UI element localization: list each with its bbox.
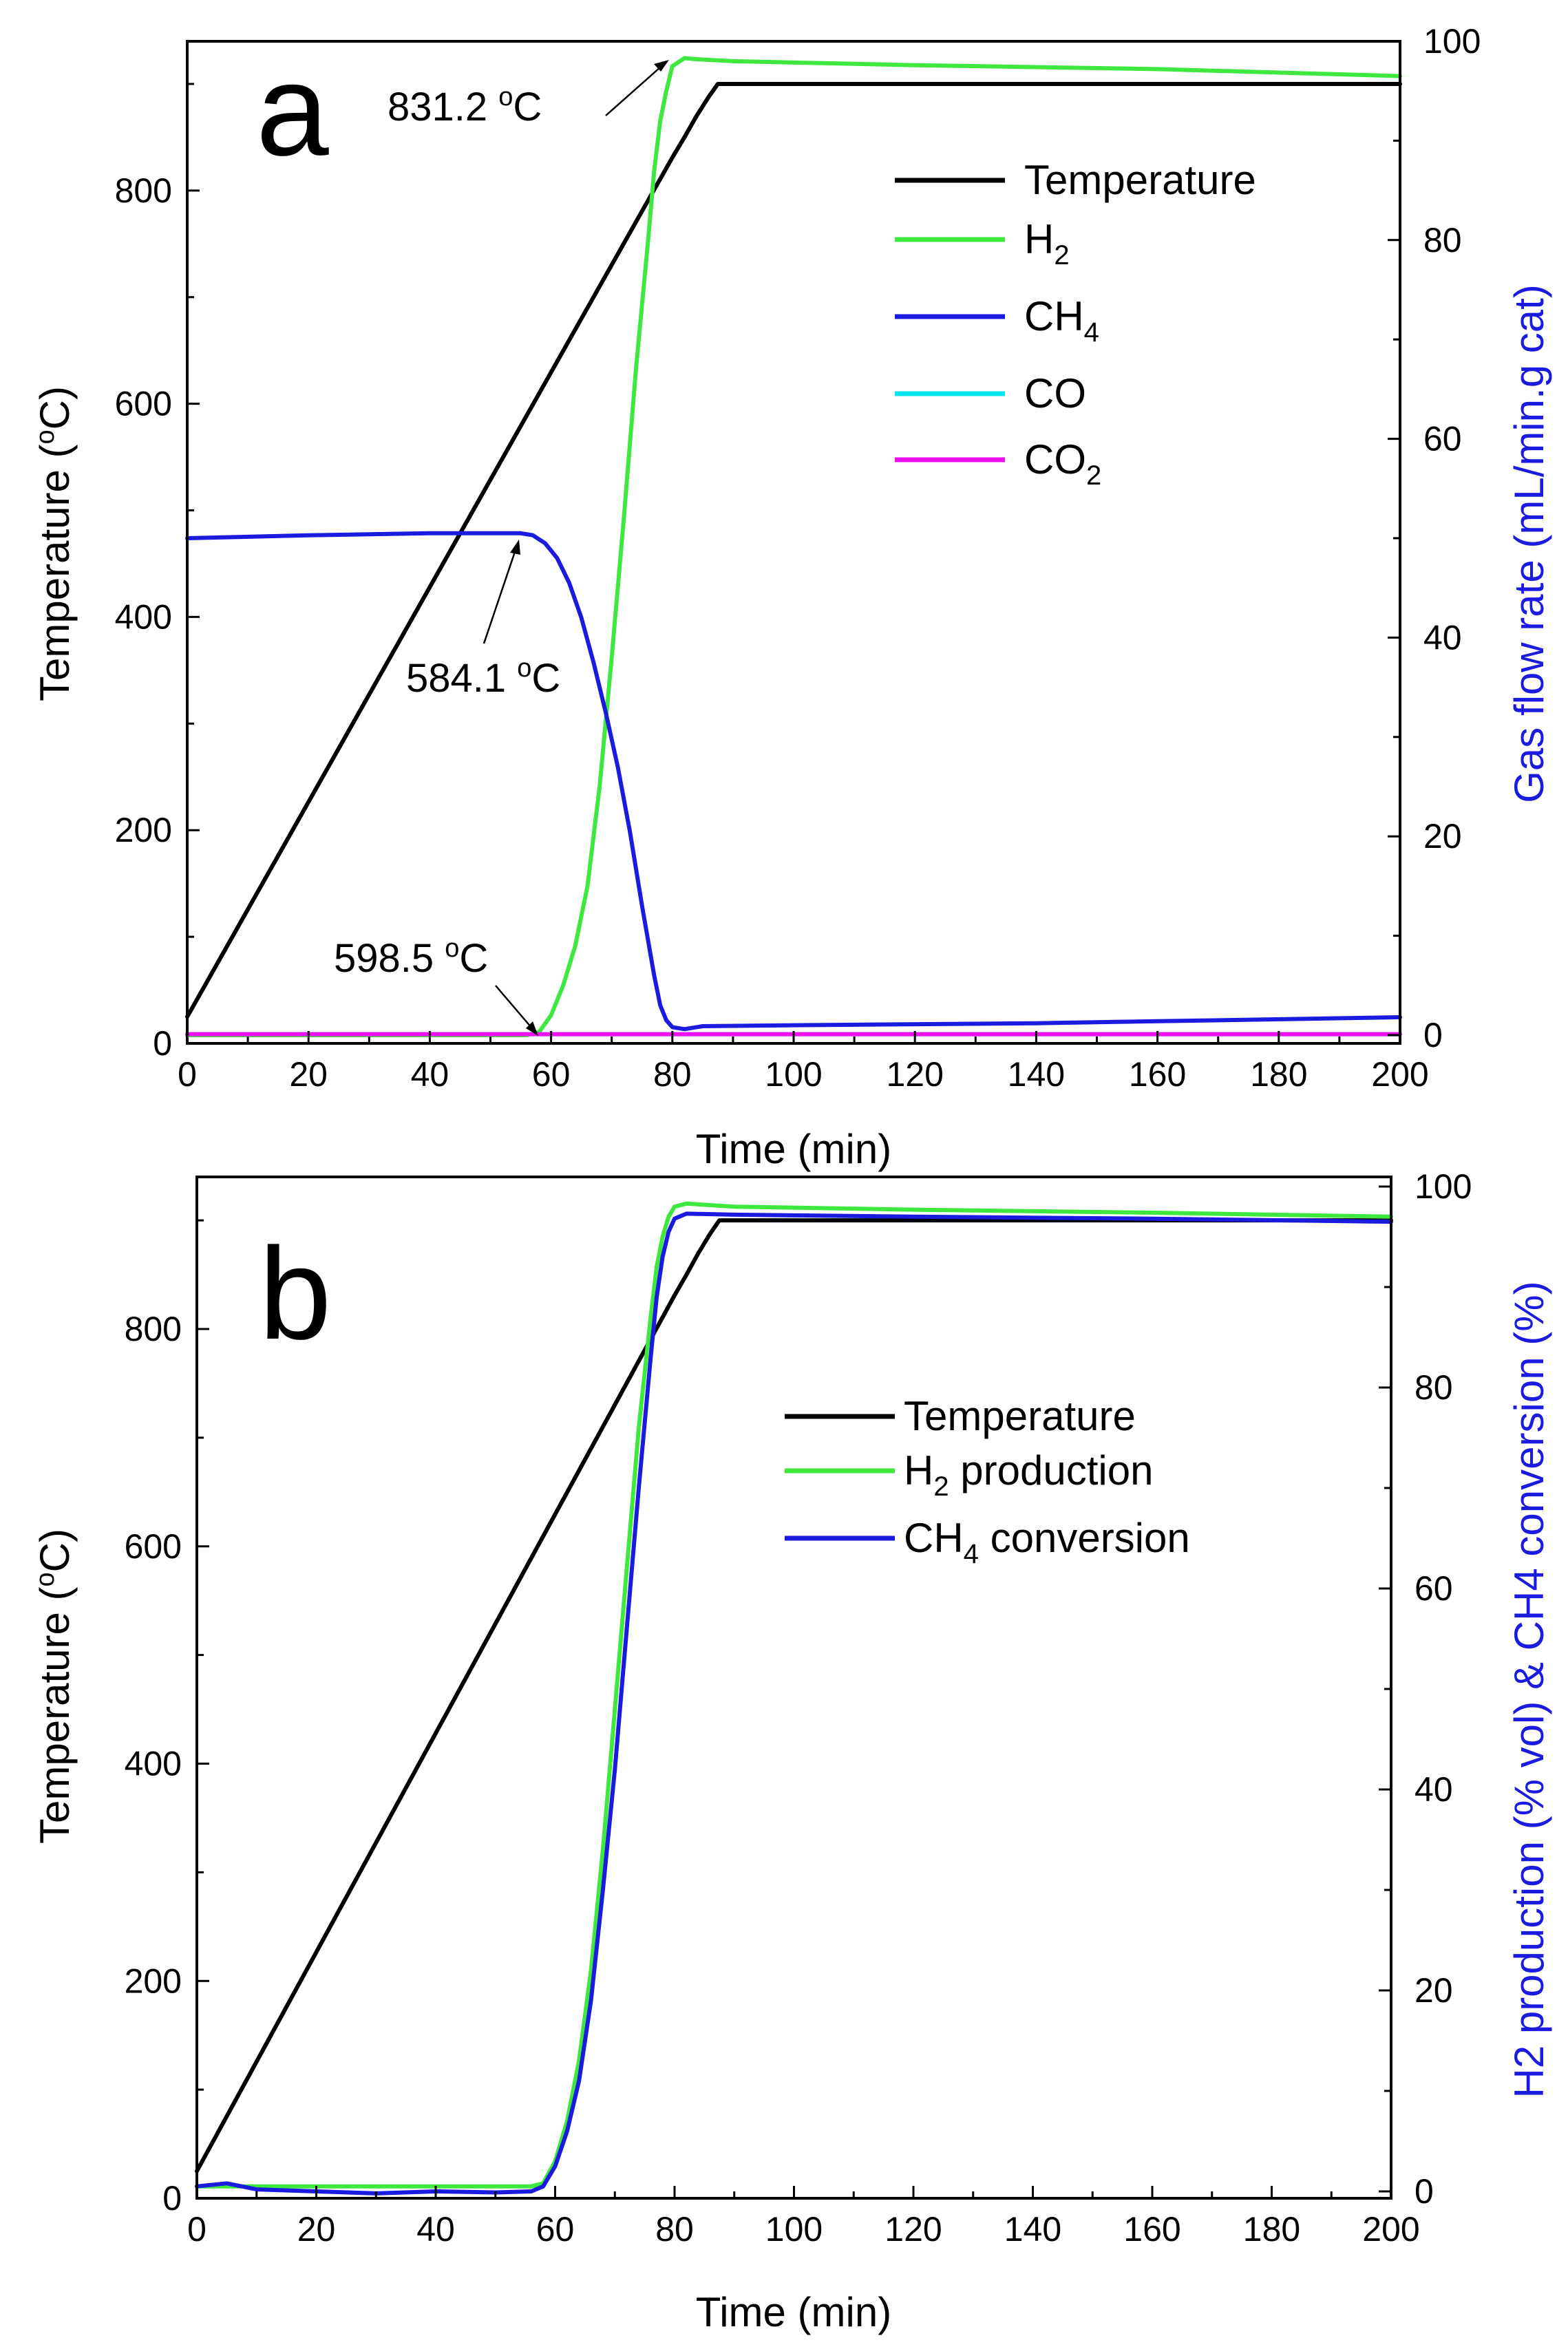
annotation-831-arrow bbox=[605, 61, 667, 116]
panel-b-x-tick-label: 160 bbox=[1123, 2210, 1180, 2249]
panel-a-x-tick-label: 0 bbox=[178, 1055, 197, 1094]
panel-b-y-right-tick-label: 0 bbox=[1415, 2172, 1434, 2211]
panel-a-plot-area bbox=[185, 56, 1402, 1037]
panel-b-plot-area bbox=[195, 1201, 1393, 2196]
legend-label-temperature-b: Temperature bbox=[904, 1393, 1136, 1439]
panel-b-x-label: Time (min) bbox=[696, 2289, 891, 2335]
panel-b-y-left-tick-label: 200 bbox=[125, 1962, 182, 2000]
panel-a-y-right-tick-label: 0 bbox=[1423, 1016, 1443, 1054]
panel-a-series-ch4 bbox=[185, 531, 1402, 1032]
annotation-598-arrow bbox=[495, 985, 536, 1033]
legend-label-ch4: CH4 bbox=[1024, 293, 1099, 348]
panel-a-x-tick-label: 20 bbox=[289, 1055, 328, 1094]
panel-b-y-left-tick-label: 800 bbox=[125, 1310, 182, 1348]
annotation-598-arrowhead bbox=[526, 1021, 538, 1036]
panel-a-y-left-tick-label: 400 bbox=[115, 597, 172, 636]
annotation-584-arrowhead bbox=[510, 540, 520, 555]
panel-a-letter: a bbox=[256, 37, 329, 183]
panel-a-x-tick-label: 100 bbox=[765, 1055, 822, 1094]
panel-b-x-tick-label: 20 bbox=[297, 2210, 336, 2249]
panel-b-y-left-tick-label: 400 bbox=[125, 1745, 182, 1783]
panel-b-frame bbox=[195, 1176, 1392, 2200]
annotation-831-arrowhead bbox=[654, 60, 669, 72]
panel-b-x-tick-label: 0 bbox=[187, 2210, 206, 2249]
legend-label-ch4-conversion: CH4 conversion bbox=[904, 1515, 1190, 1569]
panel-a-x-tick-label: 80 bbox=[653, 1055, 692, 1094]
legend-label-co2: CO2 bbox=[1024, 436, 1101, 491]
panel-a-y-left-tick-label: 0 bbox=[153, 1024, 172, 1063]
panel-b-y-right-tick-label: 80 bbox=[1415, 1368, 1453, 1407]
panel-a-x-label: Time (min) bbox=[696, 1126, 891, 1172]
panel-a-x-tick-label: 60 bbox=[532, 1055, 571, 1094]
panel-a-x-tick-label: 120 bbox=[886, 1055, 943, 1094]
panel-b-series-temperature bbox=[195, 1218, 1393, 2173]
panel-b-y-right-tick-label: 60 bbox=[1415, 1569, 1453, 1608]
panel-a-y-left-tick-label: 200 bbox=[115, 811, 172, 849]
panel-b-y-right-tick-label: 20 bbox=[1415, 1971, 1453, 2010]
panel-a-x-tick-label: 40 bbox=[411, 1055, 449, 1094]
panel-b-y-left-label: Temperature (oC) bbox=[31, 1529, 78, 1844]
panel-a: 0 20 40 60 80 100 120 140 160 180 2000200400600800… bbox=[31, 22, 1552, 1172]
panel-b-ticks: 0 20 40 60 80 100 120 140 160 180 2000200400600800… bbox=[125, 1167, 1472, 2249]
panel-a-y-right-tick-label: 100 bbox=[1423, 22, 1481, 61]
panel-a-legend: Temperature H2 CH4 CO CO2 bbox=[895, 157, 1256, 491]
legend-label-h2-production: H2 production bbox=[904, 1447, 1153, 1502]
panel-b-x-tick-label: 120 bbox=[884, 2210, 942, 2249]
panel-b-legend: Temperature H2 production CH4 conversion bbox=[785, 1393, 1190, 1569]
panel-b-x-tick-label: 140 bbox=[1004, 2210, 1061, 2249]
panel-a-x-tick-label: 140 bbox=[1008, 1055, 1065, 1094]
annotation-598: 598.5 oC bbox=[334, 934, 488, 981]
panel-b-letter: b bbox=[259, 1221, 332, 1367]
legend-label-co: CO bbox=[1024, 370, 1086, 416]
panel-b-series-ch4-conversion bbox=[195, 1211, 1393, 2196]
panel-a-x-tick-label: 200 bbox=[1371, 1055, 1428, 1094]
panel-b-y-right-tick-label: 40 bbox=[1415, 1770, 1453, 1809]
panel-b-y-right-tick-label: 100 bbox=[1415, 1167, 1472, 1206]
panel-a-y-left-tick-label: 800 bbox=[115, 171, 172, 210]
panel-a-y-left-label: Temperature (oC) bbox=[31, 386, 78, 701]
legend-label-temperature: Temperature bbox=[1024, 157, 1256, 203]
panel-a-series-h2 bbox=[185, 56, 1402, 1037]
annotation-584-arrow bbox=[483, 543, 519, 644]
panel-a-x-tick-label: 160 bbox=[1129, 1055, 1186, 1094]
panel-a-annotations: 831.2 oC 584.1 oC 598.5 oC bbox=[334, 60, 669, 1036]
panel-b-y-left-tick-label: 600 bbox=[125, 1527, 182, 1566]
panel-a-y-right-tick-label: 40 bbox=[1423, 618, 1462, 657]
panel-b-x-tick-label: 80 bbox=[655, 2210, 694, 2249]
panel-b-y-left-tick-label: 0 bbox=[162, 2179, 182, 2218]
panel-b-x-tick-label: 40 bbox=[416, 2210, 455, 2249]
panel-b: 0 20 40 60 80 100 120 140 160 180 2000200400600800… bbox=[31, 1167, 1552, 2335]
panel-b-x-tick-label: 180 bbox=[1243, 2210, 1300, 2249]
panel-a-y-right-tick-label: 20 bbox=[1423, 817, 1462, 855]
panel-b-x-tick-label: 60 bbox=[536, 2210, 575, 2249]
panel-a-ticks: 0 20 40 60 80 100 120 140 160 180 2000200400600800… bbox=[115, 22, 1481, 1094]
panel-a-y-right-tick-label: 60 bbox=[1423, 420, 1462, 458]
panel-a-y-right-tick-label: 80 bbox=[1423, 221, 1462, 259]
annotation-831: 831.2 oC bbox=[388, 83, 542, 129]
panel-a-series-temperature bbox=[185, 82, 1402, 1019]
legend-label-h2: H2 bbox=[1024, 216, 1070, 270]
panel-a-x-tick-label: 180 bbox=[1250, 1055, 1307, 1094]
panel-b-series-h2-production bbox=[195, 1201, 1393, 2189]
panel-b-y-right-label: H2 production (% vol) & CH4 conversion (… bbox=[1506, 1281, 1552, 2098]
annotation-584: 584.1 oC bbox=[406, 654, 560, 701]
panel-b-x-tick-label: 200 bbox=[1362, 2210, 1419, 2249]
panel-a-y-right-label: Gas flow rate (mL/min.g cat) bbox=[1506, 284, 1552, 803]
panel-b-x-tick-label: 100 bbox=[765, 2210, 823, 2249]
panel-a-y-left-tick-label: 600 bbox=[115, 385, 172, 423]
